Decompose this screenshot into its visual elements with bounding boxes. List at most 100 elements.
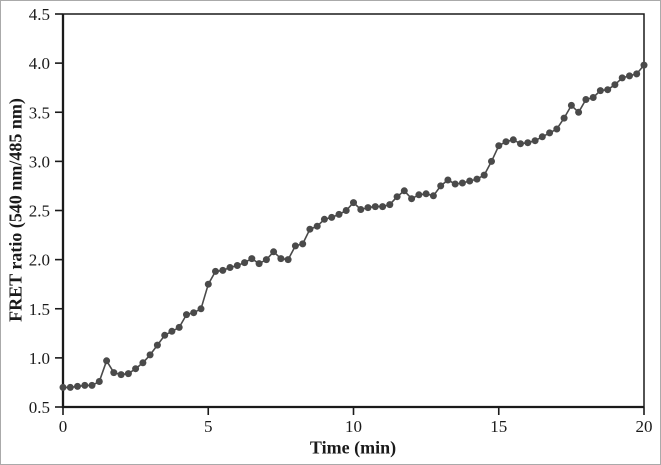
data-point-marker bbox=[335, 210, 343, 218]
data-point-marker bbox=[357, 206, 365, 213]
data-point-marker bbox=[415, 191, 423, 199]
data-point-marker bbox=[139, 359, 147, 367]
data-point-marker bbox=[546, 129, 554, 137]
data-point-marker bbox=[596, 87, 604, 95]
y-tick-label: 2.0 bbox=[29, 251, 50, 270]
data-point-marker bbox=[168, 327, 176, 335]
x-tick-label: 0 bbox=[59, 417, 68, 436]
data-point-marker bbox=[524, 139, 532, 147]
data-point-marker bbox=[161, 331, 169, 339]
data-point-marker bbox=[502, 138, 510, 146]
data-point-marker bbox=[66, 383, 74, 391]
data-point-marker bbox=[95, 378, 103, 385]
y-tick-label: 2.5 bbox=[29, 202, 50, 221]
data-point-marker bbox=[400, 187, 408, 195]
data-point-marker bbox=[248, 255, 256, 263]
data-point-marker bbox=[233, 262, 241, 269]
data-point-marker bbox=[517, 140, 524, 148]
data-point-marker bbox=[146, 351, 154, 359]
x-tick-label: 15 bbox=[490, 417, 507, 436]
data-point-marker bbox=[132, 365, 140, 373]
data-point-marker bbox=[81, 381, 89, 389]
data-point-marker bbox=[313, 222, 321, 230]
data-point-marker bbox=[589, 94, 597, 101]
data-point-marker bbox=[350, 199, 357, 207]
data-point-marker bbox=[291, 242, 299, 250]
data-point-marker bbox=[604, 86, 612, 94]
data-point-marker bbox=[633, 70, 641, 78]
data-point-marker bbox=[117, 371, 125, 379]
data-point-marker bbox=[212, 267, 219, 275]
plot-frame-top-right bbox=[63, 13, 645, 407]
data-point-marker bbox=[204, 280, 212, 288]
x-axis-title: Time (min) bbox=[309, 437, 397, 458]
data-point-marker bbox=[560, 114, 568, 122]
data-point-marker bbox=[190, 309, 198, 317]
data-point-marker bbox=[320, 215, 328, 223]
data-series-line bbox=[63, 64, 645, 389]
data-point-marker bbox=[473, 175, 481, 183]
y-tick-label: 4.0 bbox=[29, 54, 50, 73]
y-tick-label: 1.5 bbox=[29, 300, 50, 319]
data-point-marker bbox=[611, 81, 619, 89]
data-point-marker bbox=[495, 142, 503, 150]
data-point-marker bbox=[531, 137, 539, 145]
data-point-marker bbox=[74, 382, 81, 390]
data-point-marker bbox=[466, 177, 474, 185]
data-point-marker bbox=[183, 311, 190, 319]
x-tick-label: 10 bbox=[345, 417, 362, 436]
data-point-marker bbox=[480, 171, 488, 179]
data-point-marker bbox=[306, 225, 314, 233]
data-point-marker bbox=[124, 370, 132, 378]
data-point-marker bbox=[582, 96, 590, 103]
data-point-marker bbox=[538, 133, 546, 141]
data-point-marker bbox=[618, 74, 626, 82]
data-point-marker bbox=[226, 264, 234, 271]
data-point-marker bbox=[626, 72, 633, 80]
data-point-marker bbox=[219, 266, 227, 274]
data-point-marker bbox=[88, 381, 96, 389]
data-point-marker bbox=[379, 203, 387, 211]
data-point-marker bbox=[640, 61, 648, 69]
plot-frame-axes bbox=[61, 14, 644, 409]
data-point-marker bbox=[386, 201, 394, 209]
data-point-marker bbox=[458, 179, 466, 187]
data-point-marker bbox=[197, 305, 205, 313]
data-point-marker bbox=[59, 383, 67, 391]
data-point-marker bbox=[270, 248, 278, 256]
data-point-marker bbox=[328, 213, 336, 221]
y-axis-title: FRET ratio (540 nm/485 nm) bbox=[5, 98, 26, 322]
data-point-marker bbox=[509, 136, 517, 144]
data-point-marker bbox=[255, 260, 263, 268]
data-point-marker bbox=[429, 192, 437, 200]
y-tick-label: 4.5 bbox=[29, 5, 50, 24]
data-point-marker bbox=[437, 182, 445, 190]
data-point-marker bbox=[364, 204, 372, 212]
data-point-marker bbox=[277, 255, 285, 263]
data-point-marker bbox=[241, 259, 249, 267]
y-tick-label: 0.5 bbox=[29, 398, 50, 417]
data-point-marker bbox=[299, 240, 307, 248]
x-tick-label: 20 bbox=[636, 417, 653, 436]
y-tick-label: 3.0 bbox=[29, 152, 50, 171]
data-point-marker bbox=[444, 176, 452, 184]
data-point-marker bbox=[567, 101, 575, 109]
data-point-marker bbox=[575, 108, 583, 116]
data-point-marker bbox=[422, 190, 430, 198]
data-point-marker bbox=[408, 195, 416, 203]
y-tick-label: 1.0 bbox=[29, 349, 50, 368]
data-point-marker bbox=[110, 369, 118, 377]
data-point-marker bbox=[103, 357, 111, 365]
data-point-marker bbox=[488, 157, 495, 165]
data-point-marker bbox=[342, 207, 350, 214]
data-point-marker bbox=[371, 203, 379, 211]
data-point-marker bbox=[393, 193, 401, 201]
x-tick-label: 5 bbox=[204, 417, 213, 436]
y-tick-label: 3.5 bbox=[29, 103, 50, 122]
data-point-marker bbox=[153, 341, 161, 349]
data-point-marker bbox=[175, 323, 183, 331]
data-point-marker bbox=[262, 256, 270, 264]
data-point-marker bbox=[451, 180, 459, 188]
